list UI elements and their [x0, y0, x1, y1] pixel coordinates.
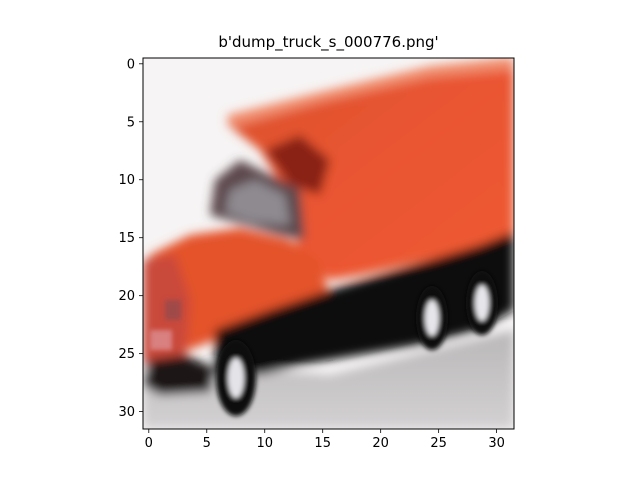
- y-tick-label: 5: [127, 115, 135, 130]
- y-tick-label: 30: [118, 405, 135, 420]
- x-tick-label: 10: [256, 436, 273, 451]
- x-tick-label: 30: [488, 436, 505, 451]
- y-tick-label: 10: [118, 173, 135, 188]
- x-tick-label: 15: [314, 436, 331, 451]
- x-tick-label: 25: [430, 436, 447, 451]
- x-tick-label: 20: [372, 436, 389, 451]
- y-axis: 0 5 10 15 20 25 30: [118, 57, 143, 420]
- y-tick-label: 0: [127, 57, 135, 72]
- axes-frame: [142, 57, 515, 430]
- y-tick-label: 15: [118, 231, 135, 246]
- y-tick-label: 20: [118, 289, 135, 304]
- x-tick-label: 5: [203, 436, 211, 451]
- x-tick-label: 0: [145, 436, 153, 451]
- y-tick-label: 25: [118, 347, 135, 362]
- dump-truck-image: [143, 58, 514, 429]
- x-axis: 0 5 10 15 20 25 30: [145, 429, 505, 451]
- plot-title: b'dump_truck_s_000776.png': [218, 33, 439, 51]
